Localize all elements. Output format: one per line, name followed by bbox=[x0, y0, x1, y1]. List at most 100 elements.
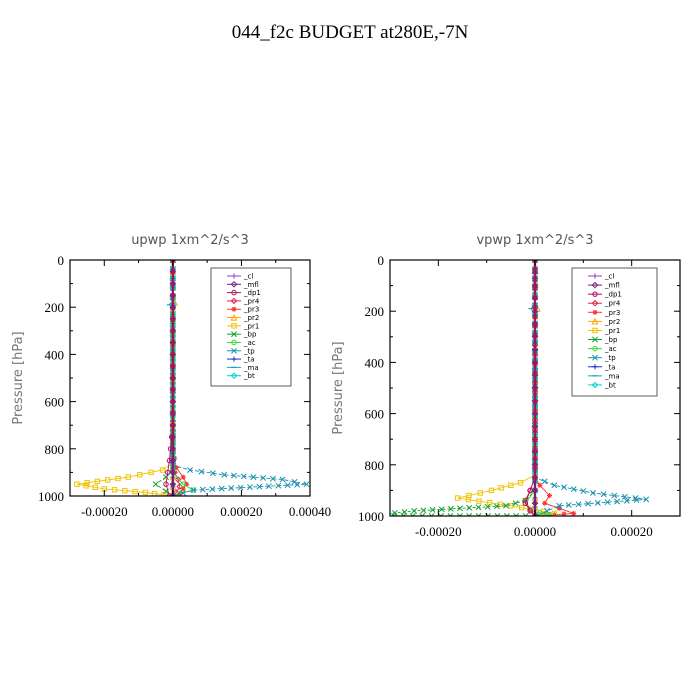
x-tick-label: 0.00020 bbox=[611, 524, 653, 539]
data-point bbox=[484, 503, 491, 510]
legend-label: _cl bbox=[243, 273, 253, 281]
y-tick-label: 600 bbox=[365, 407, 385, 422]
data-point bbox=[643, 496, 650, 503]
series-line-dp1 bbox=[165, 260, 174, 496]
legend-entry: _pr4 bbox=[227, 297, 260, 305]
data-point bbox=[209, 486, 216, 493]
data-point bbox=[105, 477, 111, 483]
data-point bbox=[170, 280, 176, 287]
x-tick-label: -0.00020 bbox=[81, 504, 128, 519]
data-point bbox=[169, 445, 177, 453]
legend-marker bbox=[591, 281, 599, 289]
data-point bbox=[546, 512, 553, 516]
legend-entry: _cl bbox=[227, 273, 253, 281]
legend-entry: _ma bbox=[588, 372, 620, 380]
data-point bbox=[438, 506, 445, 513]
series-pr1 bbox=[74, 260, 176, 496]
legend-marker bbox=[592, 291, 598, 297]
series-dp1 bbox=[163, 260, 176, 496]
data-point bbox=[447, 505, 454, 512]
legend-label: _mfl bbox=[604, 282, 620, 290]
data-point bbox=[125, 474, 131, 480]
data-point bbox=[163, 474, 169, 481]
data-point bbox=[590, 490, 596, 496]
y-tick-label: 200 bbox=[365, 304, 385, 319]
data-point bbox=[159, 467, 166, 473]
legend-marker bbox=[231, 273, 237, 279]
data-point bbox=[532, 474, 538, 481]
data-point bbox=[494, 513, 501, 516]
legend-marker bbox=[592, 273, 598, 279]
x-tick-label: -0.00020 bbox=[415, 524, 462, 539]
legend-label: _ma bbox=[604, 372, 620, 380]
legend-entry: _mfl bbox=[588, 282, 620, 290]
data-point bbox=[74, 481, 80, 487]
data-point bbox=[180, 474, 186, 480]
data-point bbox=[170, 422, 176, 428]
data-point bbox=[561, 484, 567, 491]
legend-label: _bp bbox=[604, 336, 618, 344]
data-point bbox=[466, 513, 473, 516]
legend-entry: _pr2 bbox=[227, 313, 259, 322]
data-point bbox=[275, 482, 282, 489]
data-point bbox=[115, 475, 121, 482]
data-point bbox=[163, 481, 169, 487]
data-point bbox=[477, 490, 483, 496]
data-point bbox=[170, 387, 176, 393]
data-point bbox=[621, 493, 628, 500]
y-tick-label: 0 bbox=[58, 253, 65, 268]
y-tick-label: 800 bbox=[365, 458, 385, 473]
legend-marker bbox=[592, 309, 598, 315]
legend-entry: _tp bbox=[227, 347, 255, 355]
data-point bbox=[532, 295, 538, 301]
data-point bbox=[420, 507, 427, 514]
data-point bbox=[198, 468, 205, 475]
data-point bbox=[169, 434, 175, 440]
legend-marker bbox=[591, 381, 599, 389]
legend-label: _bt bbox=[243, 372, 255, 380]
y-axis-label: Pressure [hPa] bbox=[331, 341, 346, 434]
data-point bbox=[170, 351, 176, 358]
legend-marker bbox=[231, 306, 237, 312]
data-point bbox=[475, 513, 482, 516]
legend-entry: _pr1 bbox=[588, 327, 620, 335]
y-tick-label: 1000 bbox=[358, 509, 384, 524]
data-point bbox=[111, 487, 118, 493]
data-point bbox=[527, 487, 533, 494]
y-tick-label: 400 bbox=[45, 347, 65, 362]
legend-marker bbox=[230, 297, 238, 305]
data-point bbox=[466, 504, 473, 511]
data-point bbox=[165, 469, 171, 476]
data-point bbox=[565, 502, 572, 509]
data-point bbox=[454, 495, 461, 501]
data-point bbox=[556, 502, 563, 509]
legend-marker bbox=[592, 364, 598, 370]
data-point bbox=[92, 484, 98, 491]
legend-entry: _pr2 bbox=[588, 317, 620, 326]
data-point bbox=[570, 486, 577, 493]
legend-label: _pr4 bbox=[243, 297, 260, 305]
data-point bbox=[498, 485, 504, 491]
data-point bbox=[532, 266, 538, 273]
legend-marker bbox=[591, 299, 599, 307]
data-point bbox=[531, 499, 539, 507]
legend-marker bbox=[230, 372, 238, 379]
data-point bbox=[170, 304, 176, 310]
legend: _cl_mfl_dp1_pr4_pr3_pr2_pr1_bp_ac_tp_ta_… bbox=[210, 267, 292, 387]
data-point bbox=[199, 486, 206, 493]
data-point bbox=[522, 513, 529, 516]
data-point bbox=[537, 482, 543, 488]
data-point bbox=[546, 492, 553, 499]
data-point bbox=[531, 487, 539, 494]
data-point bbox=[532, 304, 538, 310]
series-group bbox=[74, 260, 310, 496]
data-point bbox=[537, 510, 543, 516]
x-tick-label: 0.00000 bbox=[514, 524, 556, 539]
chart-panel-2: vpwp 1xm^2/s^3 Pressure [hPa] 0 200 400 600 80… bbox=[331, 233, 681, 539]
data-point bbox=[170, 363, 176, 369]
data-point bbox=[532, 408, 538, 414]
legend-label: _tp bbox=[604, 354, 616, 362]
data-point bbox=[170, 339, 176, 346]
legend-label: _ac bbox=[243, 339, 256, 347]
